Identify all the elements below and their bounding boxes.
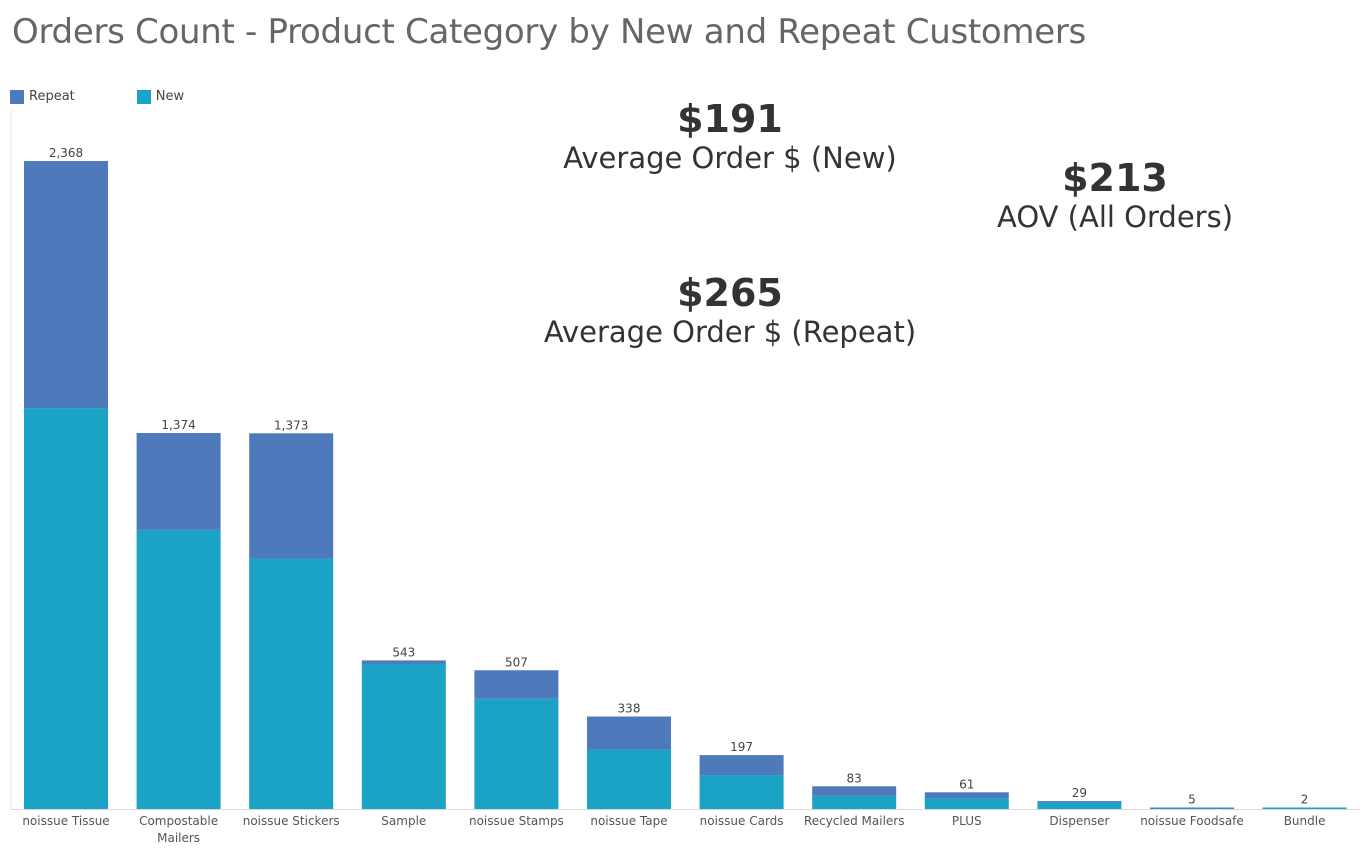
bar-new-recycled-mailers[interactable] <box>812 795 897 809</box>
legend: Repeat New <box>10 89 184 104</box>
bar-new-dispenser[interactable] <box>1037 802 1122 809</box>
data-label-noissue-tissue: 2,368 <box>49 146 83 160</box>
bar-new-noissue-stamps[interactable] <box>474 698 559 809</box>
bar-new-noissue-tape[interactable] <box>587 749 671 809</box>
x-tick-label-noissue-stickers: noissue Stickers <box>243 814 340 828</box>
kpi-repeat-label: Average Order $ (Repeat) <box>543 315 917 349</box>
bar-repeat-noissue-stickers[interactable] <box>249 433 334 559</box>
bar-repeat-noissue-stamps[interactable] <box>474 670 559 699</box>
legend-label-repeat: Repeat <box>29 89 75 104</box>
data-label-noissue-foodsafe: 5 <box>1188 793 1196 807</box>
bar-new-sample[interactable] <box>361 663 446 809</box>
x-tick-label-compostable-mailers-1: Compostable <box>139 814 218 828</box>
bar-new-noissue-cards[interactable] <box>699 775 784 809</box>
kpi-new-label: Average Order $ (New) <box>563 141 897 175</box>
bars-group: 2,368 noissue Tissue 1,374 Compostable Maile… <box>22 146 1347 845</box>
legend-swatch-repeat <box>10 89 24 104</box>
kpi-repeat-value: $265 <box>677 271 783 315</box>
data-label-bundle: 2 <box>1301 793 1309 807</box>
bar-repeat-noissue-tape[interactable] <box>587 716 671 750</box>
kpi-repeat: $265 Average Order $ (Repeat) <box>530 272 930 350</box>
legend-label-new: New <box>155 89 185 104</box>
bar-repeat-noissue-tissue[interactable] <box>24 161 108 409</box>
bar-repeat-compostable-mailers[interactable] <box>136 433 221 530</box>
legend-item-new[interactable]: New <box>136 89 185 104</box>
data-label-sample: 543 <box>392 645 415 659</box>
bar-repeat-dispenser[interactable] <box>1037 801 1122 803</box>
kpi-all-value: $213 <box>1062 156 1168 200</box>
bar-new-noissue-stickers[interactable] <box>249 558 334 809</box>
x-tick-label-recycled-mailers: Recycled Mailers <box>804 814 905 828</box>
x-tick-label-noissue-tape: noissue Tape <box>590 814 667 828</box>
bar-repeat-noissue-cards[interactable] <box>699 755 784 776</box>
x-tick-label-noissue-tissue: noissue Tissue <box>22 814 109 828</box>
data-label-noissue-stickers: 1,373 <box>274 418 308 432</box>
chart-title: Orders Count - Product Category by New a… <box>12 12 1086 52</box>
x-tick-label-noissue-cards: noissue Cards <box>700 814 784 828</box>
bar-repeat-recycled-mailers[interactable] <box>812 786 897 796</box>
x-tick-label-plus: PLUS <box>952 814 982 828</box>
legend-swatch-new <box>136 89 151 104</box>
bar-repeat-sample[interactable] <box>361 660 446 664</box>
data-label-plus: 61 <box>959 777 974 791</box>
legend-item-repeat[interactable]: Repeat <box>10 89 75 104</box>
kpi-all: $213 AOV (All Orders) <box>965 157 1265 235</box>
data-label-compostable-mailers: 1,374 <box>161 418 195 432</box>
kpi-new: $191 Average Order $ (New) <box>530 98 930 176</box>
kpi-new-value: $191 <box>677 97 783 141</box>
data-label-noissue-stamps: 507 <box>505 655 528 669</box>
bar-new-bundle[interactable] <box>1262 807 1347 810</box>
x-tick-label-sample: Sample <box>381 814 426 828</box>
bar-repeat-noissue-foodsafe[interactable] <box>1150 807 1234 809</box>
x-tick-label-noissue-foodsafe: noissue Foodsafe <box>1140 814 1244 828</box>
data-label-noissue-tape: 338 <box>618 702 641 716</box>
bar-new-compostable-mailers[interactable] <box>136 529 221 809</box>
data-label-recycled-mailers: 83 <box>847 771 862 785</box>
x-tick-label-bundle: Bundle <box>1284 814 1326 828</box>
kpi-all-label: AOV (All Orders) <box>996 200 1234 234</box>
x-tick-label-compostable-mailers-2: Mailers <box>157 831 200 845</box>
x-tick-label-noissue-stamps: noissue Stamps <box>469 814 564 828</box>
data-label-dispenser: 29 <box>1072 786 1087 800</box>
data-label-noissue-cards: 197 <box>730 740 753 754</box>
bar-repeat-plus[interactable] <box>924 792 1009 799</box>
x-tick-label-dispenser: Dispenser <box>1049 814 1109 828</box>
bar-new-noissue-tissue[interactable] <box>24 408 108 809</box>
bar-new-plus[interactable] <box>924 798 1009 809</box>
